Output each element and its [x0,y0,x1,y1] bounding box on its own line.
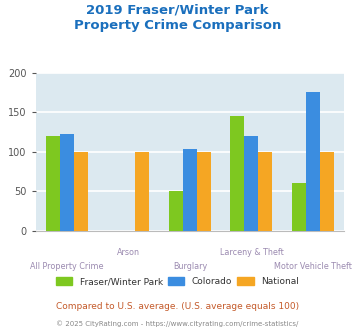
Bar [46,136,60,231]
Text: 2019 Fraser/Winter Park
Property Crime Comparison: 2019 Fraser/Winter Park Property Crime C… [74,3,281,32]
Bar [230,116,245,231]
Text: Arson: Arson [117,248,140,257]
Bar [306,92,320,231]
Text: Burglary: Burglary [173,262,207,271]
Legend: Fraser/Winter Park, Colorado, National: Fraser/Winter Park, Colorado, National [56,277,299,286]
Text: Motor Vehicle Theft: Motor Vehicle Theft [274,262,352,271]
Bar [60,134,74,231]
Bar [320,152,334,231]
Text: Larceny & Theft: Larceny & Theft [219,248,283,257]
Bar [245,136,258,231]
Bar [169,191,183,231]
Text: © 2025 CityRating.com - https://www.cityrating.com/crime-statistics/: © 2025 CityRating.com - https://www.city… [56,321,299,327]
Bar [135,152,149,231]
Bar [74,152,88,231]
Text: Compared to U.S. average. (U.S. average equals 100): Compared to U.S. average. (U.S. average … [56,302,299,311]
Text: All Property Crime: All Property Crime [30,262,104,271]
Bar [183,149,197,231]
Bar [258,152,272,231]
Bar [197,152,211,231]
Bar [292,183,306,231]
